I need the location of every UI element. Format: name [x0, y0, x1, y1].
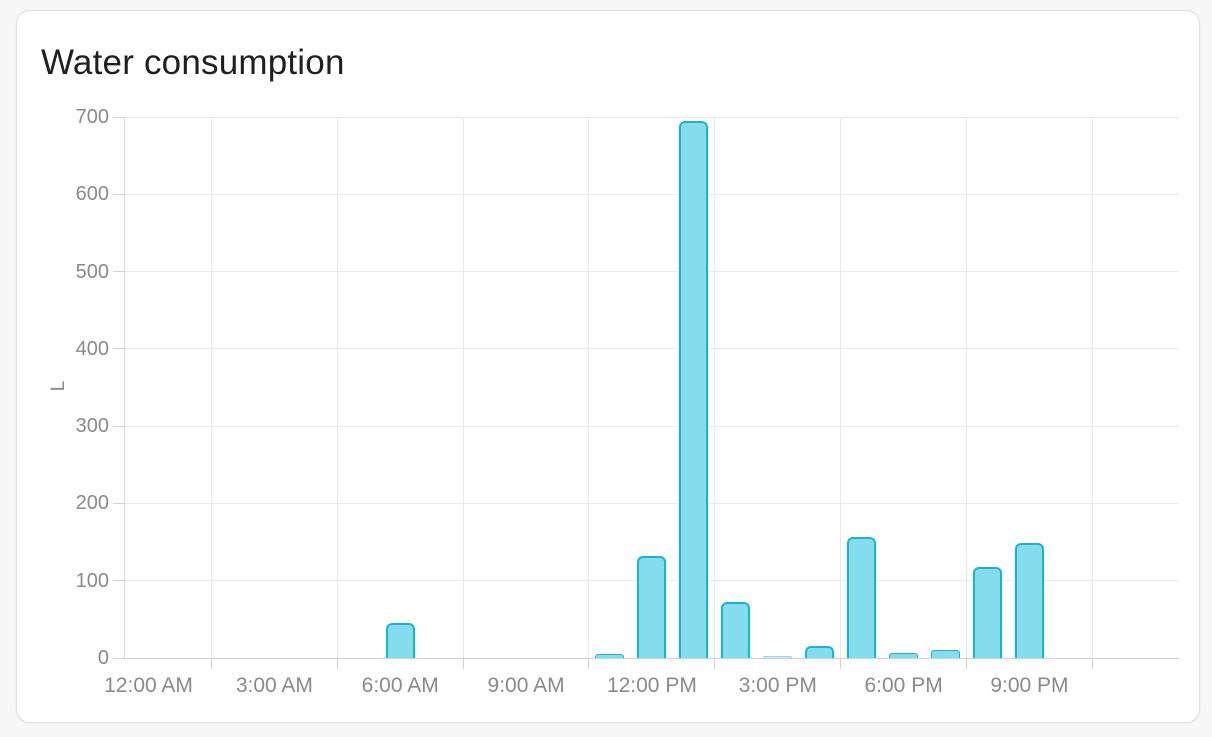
y-tick-label-400: 400 — [75, 337, 109, 360]
x-tick-label-4: 12:00 PM — [606, 674, 697, 697]
bar-3-00-pm[interactable] — [763, 656, 793, 658]
x-tick-label-0: 12:00 AM — [104, 674, 193, 697]
x-axis-tick-2 — [462, 658, 464, 669]
gridline-h-700 — [124, 116, 1179, 118]
bar-12-00-pm[interactable] — [637, 556, 667, 658]
water-consumption-chart: L 0 100 200 300 400 500 600 700 12:00 AM 3:00 AM… — [17, 11, 1199, 722]
y-axis-title: L — [48, 380, 69, 392]
x-axis-tick-5 — [840, 658, 842, 669]
x-tick-label-6: 6:00 PM — [864, 674, 943, 697]
gridline-v-2 — [462, 117, 464, 658]
x-tick-label-3: 9:00 AM — [487, 674, 565, 697]
gridline-v-7 — [1091, 117, 1093, 658]
gridline-h-500 — [124, 271, 1179, 273]
x-axis-tick-6 — [966, 658, 968, 669]
y-axis-tick-700 — [113, 116, 124, 118]
gridline-v-0 — [210, 117, 212, 658]
gridline-h-200 — [124, 502, 1179, 504]
bar-9-00-pm[interactable] — [1014, 543, 1044, 658]
gridline-v-4 — [714, 117, 716, 658]
gridline-h-400 — [124, 348, 1179, 350]
x-tick-label-1: 3:00 AM — [235, 674, 313, 697]
plot-area — [113, 116, 1179, 669]
gridline-h-600 — [124, 193, 1179, 195]
card-title: Water consumption — [41, 43, 345, 82]
gridline-v-3 — [588, 117, 590, 658]
x-axis-tick-4 — [714, 658, 716, 669]
gridline-v-6 — [966, 117, 968, 658]
bar-1-00-pm[interactable] — [679, 121, 709, 658]
gridline-h-300 — [124, 425, 1179, 427]
x-axis-tick-3 — [588, 658, 590, 669]
y-axis-tick-600 — [113, 193, 124, 195]
x-tick-label-2: 6:00 AM — [361, 674, 439, 697]
y-tick-label-300: 300 — [75, 415, 109, 438]
y-tick-label-0: 0 — [97, 647, 109, 669]
bar-6-00-am[interactable] — [385, 623, 415, 658]
y-axis-line — [124, 117, 125, 658]
gridline-v-5 — [840, 117, 842, 658]
y-tick-label-700: 700 — [75, 106, 109, 128]
y-axis-tick-200 — [113, 502, 124, 504]
bar-11-00-am[interactable] — [595, 654, 625, 658]
y-tick-label-600: 600 — [75, 183, 109, 206]
y-axis-tick-400 — [113, 348, 124, 350]
y-axis-tick-500 — [113, 271, 124, 273]
water-consumption-card: Water consumption L 0 100 200 300 400 500 600 7… — [16, 10, 1200, 723]
y-tick-label-500: 500 — [75, 260, 109, 283]
x-axis-baseline — [124, 657, 1179, 659]
y-tick-label-100: 100 — [75, 569, 109, 592]
y-tick-label-200: 200 — [75, 492, 109, 515]
x-tick-label-7: 9:00 PM — [990, 674, 1069, 697]
gridline-v-1 — [336, 117, 338, 658]
bar-6-00-pm[interactable] — [889, 653, 919, 658]
x-axis-tick-0 — [210, 658, 212, 669]
bar-5-00-pm[interactable] — [847, 537, 877, 658]
x-axis-tick-1 — [336, 658, 338, 669]
y-axis-tick-0 — [113, 657, 124, 659]
y-axis-tick-300 — [113, 425, 124, 427]
y-axis-tick-100 — [113, 580, 124, 582]
x-tick-label-5: 3:00 PM — [738, 674, 817, 697]
x-axis-tick-7 — [1091, 658, 1093, 669]
bar-7-00-pm[interactable] — [931, 650, 961, 658]
bar-8-00-pm[interactable] — [973, 567, 1002, 658]
bar-2-00-pm[interactable] — [721, 602, 751, 658]
bar-4-00-pm[interactable] — [805, 646, 835, 658]
